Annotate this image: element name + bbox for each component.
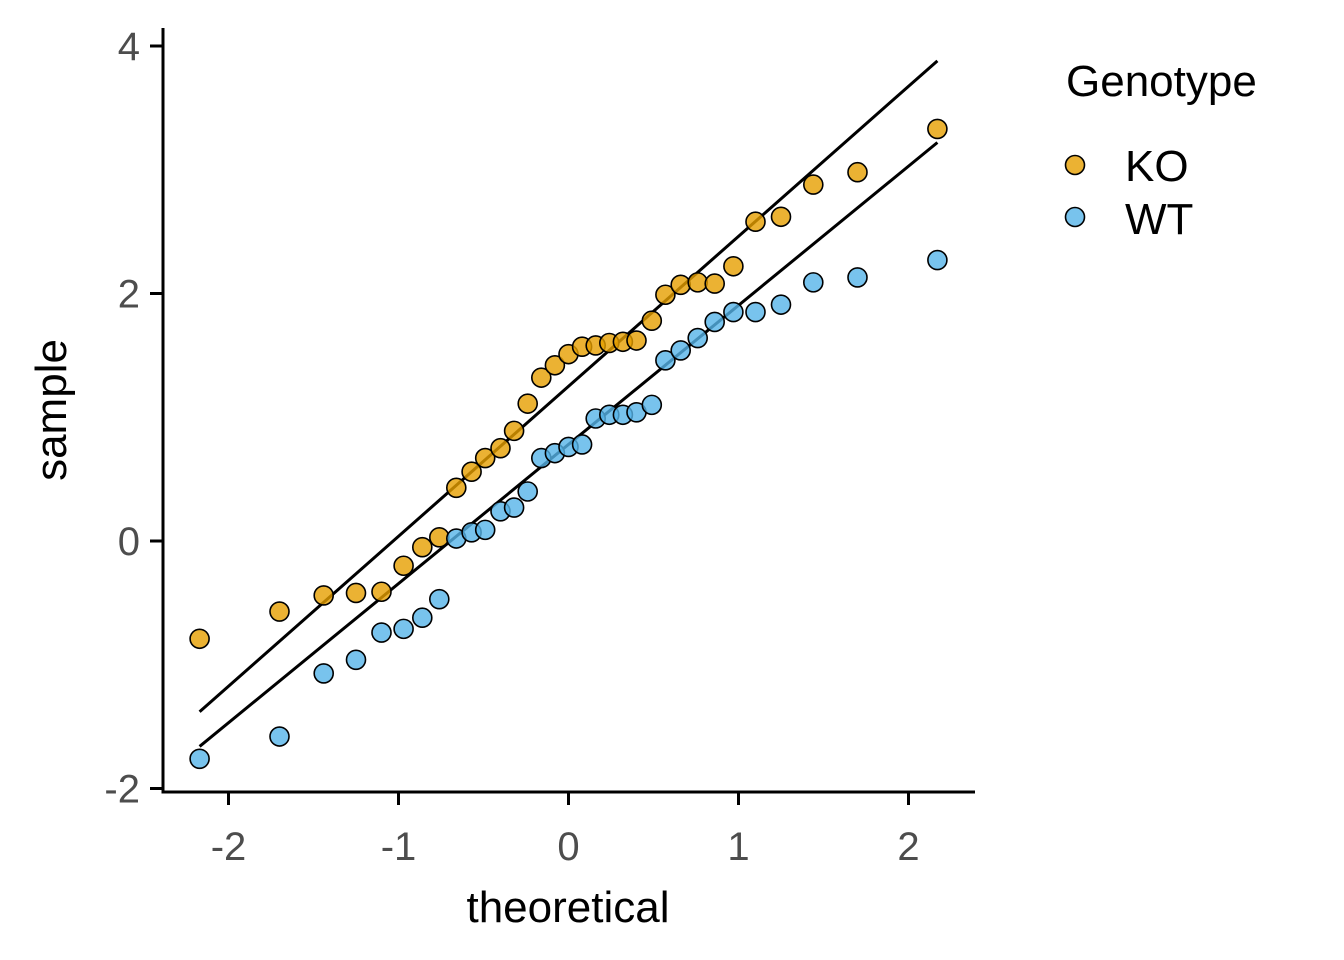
point-ko [428, 526, 450, 548]
point-ko [530, 367, 552, 388]
x-ticks: -2 -1 0 1 2 [211, 792, 920, 869]
point-ko [670, 274, 692, 296]
x-tick-label: 1 [727, 825, 749, 869]
x-tick-label: -1 [381, 825, 417, 869]
point-wt [670, 340, 692, 361]
point-ko [517, 393, 539, 414]
point-wt [847, 267, 868, 288]
point-wt [371, 622, 392, 643]
point-ko [445, 477, 467, 499]
point-ko [474, 447, 496, 469]
legend-label-ko: KO [1125, 142, 1189, 191]
point-wt [571, 434, 593, 455]
point-ko [269, 601, 290, 622]
point-wt [411, 607, 433, 629]
point-ko [393, 555, 414, 577]
x-tick-label: 0 [557, 825, 579, 869]
y-tick-label: 4 [118, 25, 140, 69]
point-ko [544, 354, 566, 376]
point-wt [745, 301, 766, 323]
point-ko [927, 118, 948, 140]
y-tick-label: 0 [118, 520, 140, 564]
point-ko [313, 585, 335, 606]
point-wt [474, 519, 496, 541]
point-ko [461, 461, 482, 483]
point-ko [655, 284, 676, 306]
qq-lines [198, 59, 939, 748]
x-tick-label: 2 [897, 825, 919, 869]
point-wt [503, 497, 525, 518]
point-wt [802, 272, 824, 293]
point-wt [269, 726, 290, 747]
point-wt [189, 748, 210, 770]
x-axis-title: theoretical [466, 883, 669, 932]
legend: Genotype KO WT [1064, 57, 1257, 244]
point-wt [345, 649, 367, 671]
point-ko [745, 211, 766, 233]
x-tick-label: -2 [211, 825, 247, 869]
point-wt [313, 663, 335, 684]
legend-title: Genotype [1066, 57, 1257, 106]
point-wt [641, 394, 663, 416]
point-wt [393, 618, 414, 640]
point-ko [641, 310, 663, 332]
point-ko [704, 273, 726, 294]
point-wt [723, 301, 744, 323]
legend-key-wt [1064, 206, 1086, 228]
y-tick-label: 2 [118, 273, 140, 317]
point-wt [927, 249, 948, 271]
point-ko [189, 628, 210, 650]
point-ko [371, 581, 392, 603]
legend-key-ko [1064, 154, 1086, 176]
point-ko [770, 206, 792, 228]
point-wt [687, 327, 709, 349]
point-ko [626, 330, 647, 351]
point-wt [428, 588, 450, 610]
point-ko [802, 174, 824, 195]
data-points [189, 118, 948, 770]
point-ko [687, 272, 709, 293]
point-ko [503, 420, 525, 442]
point-wt [770, 294, 792, 315]
qq-line-ko [198, 59, 939, 713]
point-wt [517, 481, 539, 502]
point-ko [490, 437, 511, 459]
y-axis-title: sample [27, 339, 76, 481]
point-wt [704, 311, 726, 333]
legend-label-wt: WT [1125, 195, 1193, 244]
point-ko [847, 161, 868, 183]
point-ko [345, 582, 367, 604]
point-ko [411, 536, 433, 558]
point-wt [655, 350, 676, 371]
y-tick-label: -2 [104, 768, 140, 812]
y-ticks: -2 0 2 4 [104, 25, 163, 812]
point-ko [723, 255, 744, 277]
